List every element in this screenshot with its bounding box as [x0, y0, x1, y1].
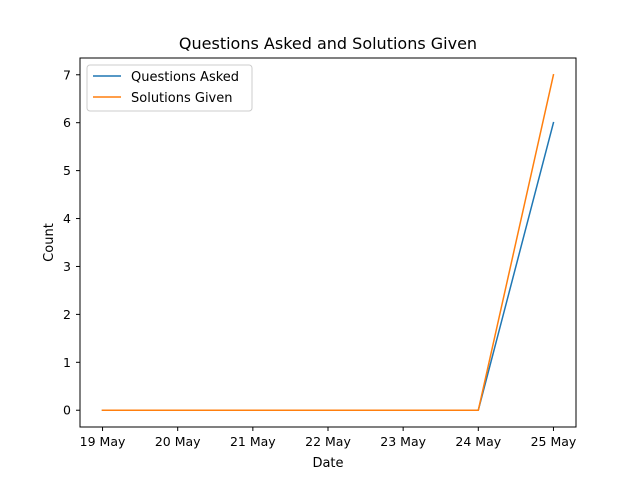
- x-tick-label: 24 May: [455, 434, 501, 449]
- x-tick-label: 25 May: [531, 434, 577, 449]
- y-tick-label: 5: [63, 163, 71, 178]
- legend: Questions Asked Solutions Given: [86, 64, 253, 112]
- x-tick-label: 22 May: [305, 434, 351, 449]
- y-axis: 0 1 2 3 4 5 6 7: [63, 67, 80, 418]
- y-tick-label: 0: [63, 403, 71, 418]
- plot-area: [101, 73, 555, 411]
- y-axis-label: Count: [42, 223, 57, 262]
- legend-label-questions-asked: Questions Asked: [131, 70, 239, 85]
- x-tick-label: 21 May: [230, 434, 276, 449]
- y-tick-label: 6: [63, 115, 71, 130]
- y-tick-label: 1: [63, 355, 71, 370]
- y-tick-label: 4: [63, 211, 71, 226]
- series-line-solutions-given: [101, 73, 555, 411]
- y-tick-label: 3: [63, 259, 71, 274]
- x-tick-label: 23 May: [380, 434, 426, 449]
- legend-label-solutions-given: Solutions Given: [131, 91, 232, 106]
- chart-title: Questions Asked and Solutions Given: [179, 34, 477, 53]
- x-tick-label: 20 May: [155, 434, 201, 449]
- y-tick-label: 7: [63, 67, 71, 82]
- x-axis-label: Date: [312, 456, 343, 471]
- x-tick-label: 19 May: [80, 434, 126, 449]
- legend-box: [86, 64, 253, 112]
- y-tick-label: 2: [63, 307, 71, 322]
- x-axis: 19 May 20 May 21 May 22 May 23 May 24 May 25 M…: [80, 427, 577, 449]
